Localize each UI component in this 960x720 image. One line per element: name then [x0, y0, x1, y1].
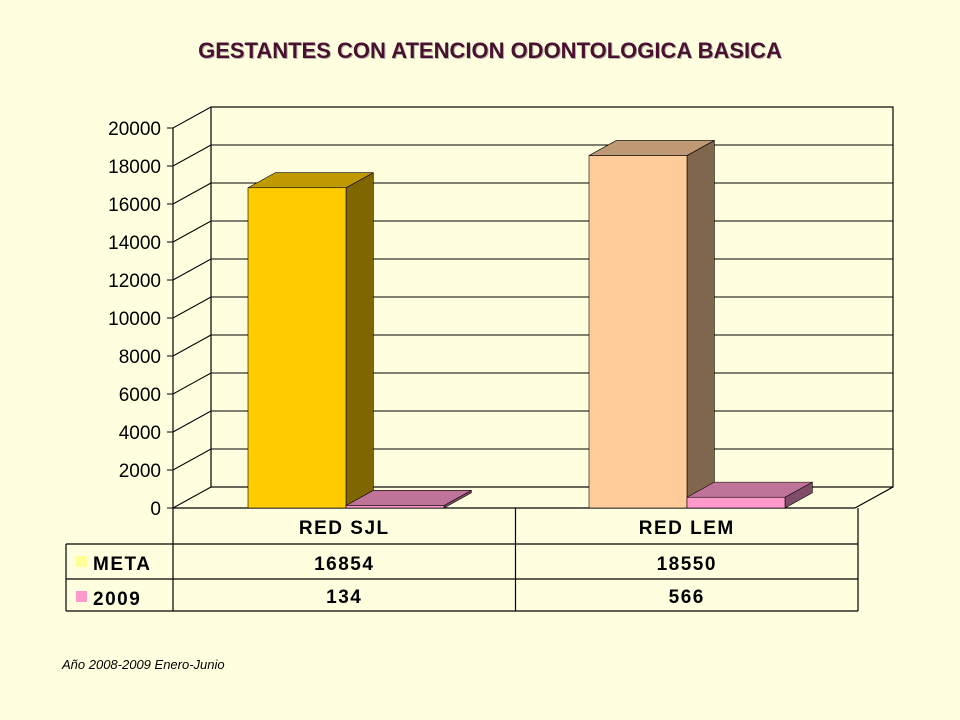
y-tick-label: 18000 — [108, 157, 161, 178]
y-tick-label: 4000 — [119, 423, 161, 444]
data-label-2009: 566 — [669, 587, 705, 608]
legend-swatch — [76, 556, 87, 567]
floor-right-edge — [854, 486, 894, 509]
gridline-depth — [172, 372, 212, 395]
y-tick-label: 10000 — [108, 309, 161, 330]
bar-meta — [247, 187, 347, 509]
data-label-meta: 16854 — [314, 554, 374, 575]
x-category-label: RED SJL — [299, 518, 390, 539]
y-tick-label: 14000 — [108, 233, 161, 254]
gridline-depth — [172, 220, 212, 243]
y-tick-label: 16000 — [108, 195, 161, 216]
gridline-depth — [172, 410, 212, 433]
gridline-depth — [172, 106, 212, 129]
gridline-depth — [172, 144, 212, 167]
bar-meta-side — [686, 139, 715, 509]
gridline-depth — [172, 258, 212, 281]
y-tick-label: 0 — [150, 499, 161, 520]
x-category-label: RED LEM — [639, 518, 735, 539]
data-table: RED SJL 16854 134 RED LEM 18550 566 META 2009 — [65, 508, 859, 612]
bar-2009 — [345, 505, 445, 509]
legend-label: META — [93, 554, 151, 575]
gridline-depth — [172, 448, 212, 471]
bar-meta-side — [345, 172, 374, 509]
legend-label: 2009 — [93, 589, 141, 610]
gridline-depth — [172, 334, 212, 357]
y-axis: 0 2000 4000 6000 8000 10000 12000 14000 16000 180… — [108, 119, 173, 520]
y-tick-label: 6000 — [119, 385, 161, 406]
data-label-meta: 18550 — [657, 554, 717, 575]
bar-meta — [588, 155, 688, 509]
chart-title: GESTANTES CON ATENCION ODONTOLOGICA BASI… — [198, 38, 782, 63]
y-tick-label: 20000 — [108, 119, 161, 140]
legend-swatch — [76, 591, 87, 602]
y-tick-label: 12000 — [108, 271, 161, 292]
y-tick-label: 8000 — [119, 347, 161, 368]
y-tick-label: 2000 — [119, 461, 161, 482]
gridline-depth — [172, 182, 212, 205]
gridline-depth — [172, 296, 212, 319]
gridline-depth — [172, 486, 212, 509]
footnote: Año 2008-2009 Enero-Junio — [62, 657, 225, 672]
data-label-2009: 134 — [326, 587, 362, 608]
bar-2009 — [686, 496, 786, 509]
bars — [247, 139, 813, 509]
